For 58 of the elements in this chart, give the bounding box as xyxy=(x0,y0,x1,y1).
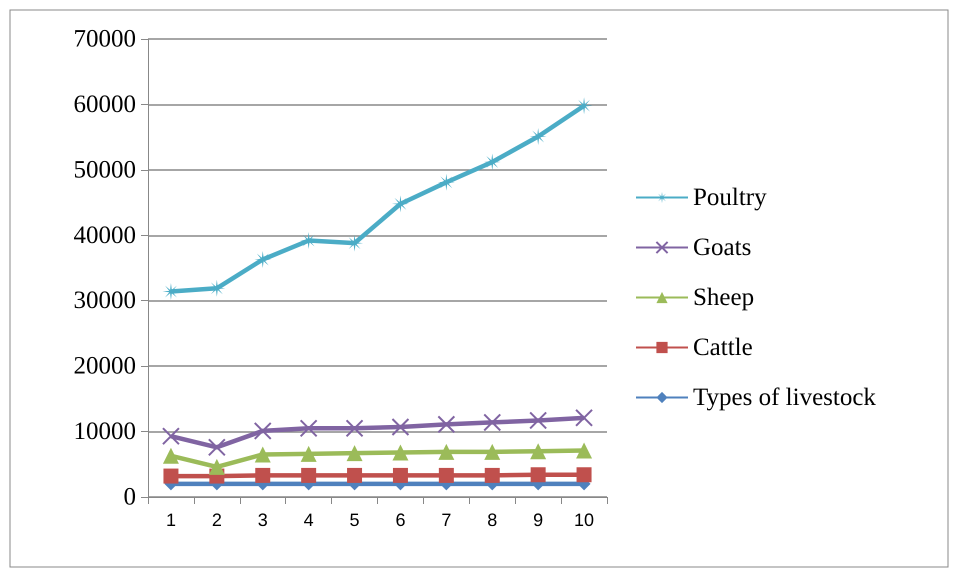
point xyxy=(254,250,272,268)
point xyxy=(530,128,547,145)
point xyxy=(484,154,501,171)
legend-label: Types of livestock xyxy=(693,384,876,411)
point xyxy=(392,468,408,483)
point xyxy=(301,468,316,483)
x-tick-label: 7 xyxy=(441,510,452,530)
x-tick-label: 3 xyxy=(258,510,268,530)
point xyxy=(484,468,500,483)
legend-label: Goats xyxy=(693,234,752,261)
y-tick-label: 40000 xyxy=(74,222,136,249)
y-tick-label: 20000 xyxy=(74,352,136,380)
point xyxy=(483,413,502,432)
point xyxy=(208,438,226,456)
legend-label: Cattle xyxy=(693,334,753,361)
point xyxy=(576,442,592,459)
point xyxy=(576,97,593,114)
point xyxy=(347,468,362,483)
point xyxy=(392,195,409,212)
x-tick-label: 8 xyxy=(487,510,498,530)
point xyxy=(530,467,546,482)
point xyxy=(529,411,548,430)
point xyxy=(208,458,225,475)
x-tick-label: 10 xyxy=(574,510,594,530)
point xyxy=(346,445,363,462)
x-tick-label: 4 xyxy=(304,510,314,530)
y-tick-label: 30000 xyxy=(74,287,136,314)
point xyxy=(438,468,454,483)
point xyxy=(255,468,270,483)
point xyxy=(392,444,408,461)
legend-label: Sheep xyxy=(693,284,754,311)
point xyxy=(530,443,546,460)
point xyxy=(438,174,455,191)
y-tick-label: 0 xyxy=(124,484,136,510)
y-tick-label: 70000 xyxy=(74,26,136,52)
point xyxy=(484,444,500,460)
point xyxy=(163,468,178,484)
x-tick-label: 9 xyxy=(533,510,544,530)
point xyxy=(438,444,454,460)
y-tick-label: 10000 xyxy=(74,418,136,446)
point xyxy=(576,467,592,482)
y-tick-label: 60000 xyxy=(74,90,136,118)
point xyxy=(254,446,271,462)
x-tick-label: 5 xyxy=(350,510,360,530)
point xyxy=(300,419,318,438)
x-tick-label: 1 xyxy=(166,510,176,530)
point xyxy=(437,415,456,434)
point xyxy=(575,408,594,427)
x-tick-label: 6 xyxy=(395,510,406,530)
y-tick-label: 50000 xyxy=(74,156,136,184)
point xyxy=(162,427,180,446)
point xyxy=(346,419,364,438)
point xyxy=(391,418,410,436)
x-tick-label: 2 xyxy=(212,510,222,530)
point xyxy=(254,422,272,440)
point xyxy=(300,446,317,462)
point xyxy=(162,448,179,464)
legend-label: Poultry xyxy=(693,184,768,211)
